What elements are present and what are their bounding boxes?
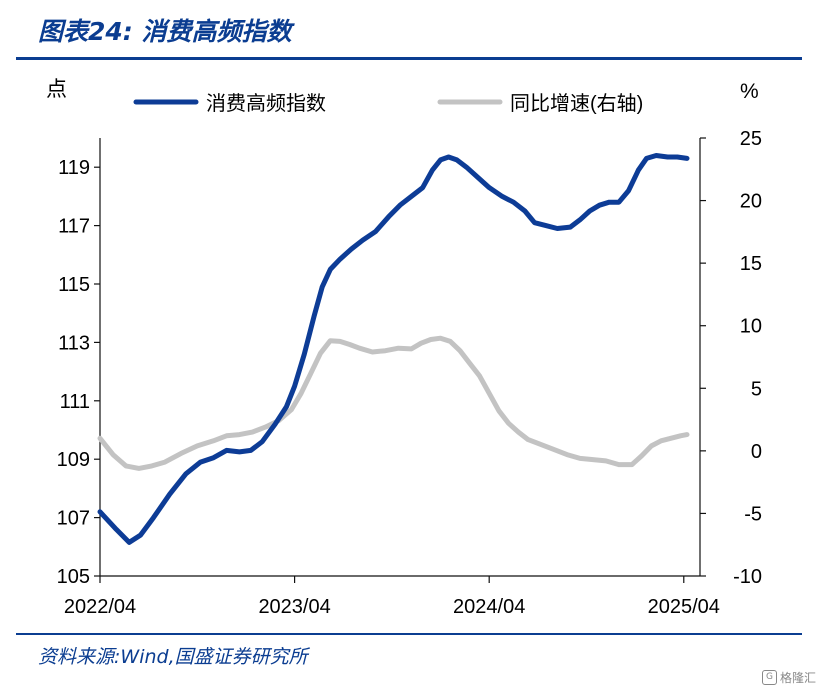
x-tick-label: 2023/04 xyxy=(258,596,330,618)
chart-area: 105 107 109 111 113 115 117 119 -10 -5 0 5 10 15 20 25 2… xyxy=(46,78,762,618)
figure-title: 图表24: 消费高频指数 xyxy=(38,17,292,46)
left-tick-label: 107 xyxy=(57,508,90,530)
watermark: G 格隆汇 xyxy=(761,669,816,686)
legend-label: 消费高频指数 xyxy=(206,92,326,115)
series-line-consumption-index xyxy=(97,153,690,545)
x-tick-label: 2025/04 xyxy=(648,596,720,618)
right-tick-label: 10 xyxy=(740,316,762,338)
right-tick-label: 0 xyxy=(751,441,762,463)
right-tick-label: 5 xyxy=(751,378,762,400)
right-tick-label: 25 xyxy=(740,128,762,150)
series-line-yoy-growth xyxy=(97,335,690,471)
left-tick-label: 115 xyxy=(58,274,90,296)
watermark-logo-icon: G xyxy=(761,670,777,685)
left-tick-label: 109 xyxy=(57,449,90,471)
left-tick-label: 113 xyxy=(58,332,90,354)
left-tick-label: 119 xyxy=(58,157,90,179)
watermark-text: 格隆汇 xyxy=(779,671,816,685)
right-tick-label: -5 xyxy=(744,503,762,525)
left-axis-unit: 点 xyxy=(46,78,67,101)
right-axis-unit: % xyxy=(740,80,759,103)
right-tick-label: 20 xyxy=(740,191,762,213)
source-rule xyxy=(16,633,802,635)
title-rule xyxy=(16,57,802,60)
source-note: 资料来源:Wind,国盛证券研究所 xyxy=(38,646,308,668)
left-tick-label: 105 xyxy=(57,566,90,588)
chart-axes: 105 107 109 111 113 115 117 119 -10 -5 0 5 10 15 20 25 2… xyxy=(46,78,762,618)
left-tick-label: 111 xyxy=(60,391,90,413)
chart-legend: 消费高频指数 同比增速(右轴) xyxy=(133,92,643,115)
legend-label: 同比增速(右轴) xyxy=(510,92,643,115)
right-tick-label: 15 xyxy=(740,253,762,275)
right-tick-label: -10 xyxy=(733,566,762,588)
x-tick-label: 2022/04 xyxy=(64,596,136,618)
left-tick-label: 117 xyxy=(58,216,90,238)
chart-series xyxy=(97,153,690,545)
x-tick-label: 2024/04 xyxy=(453,596,525,618)
